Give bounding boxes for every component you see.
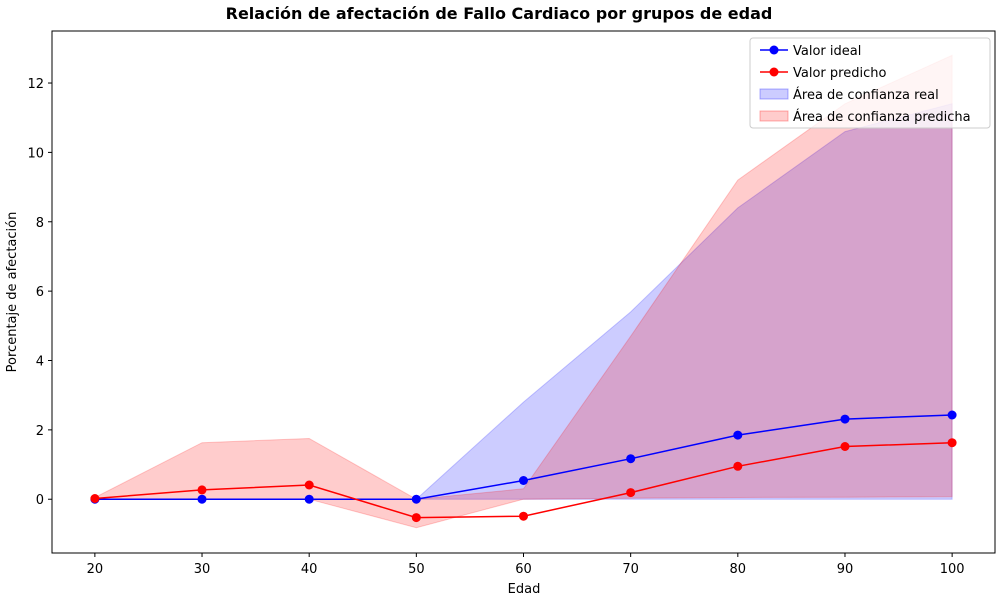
data-point-predicted <box>841 442 850 451</box>
data-point-predicted <box>519 512 528 521</box>
data-point-predicted <box>198 485 207 494</box>
data-point-ideal <box>841 415 850 424</box>
x-tick-label: 80 <box>730 562 747 577</box>
data-point-predicted <box>948 438 957 447</box>
data-point-ideal <box>519 476 528 485</box>
x-tick-label: 60 <box>515 562 532 577</box>
legend: Valor ideal Valor predicho Área de confian… <box>750 38 990 128</box>
y-tick-label: 6 <box>36 285 44 300</box>
data-point-predicted <box>412 513 421 522</box>
x-tick-label: 20 <box>87 562 104 577</box>
y-tick-label: 8 <box>36 216 44 231</box>
y-tick-label: 0 <box>36 493 44 508</box>
data-point-ideal <box>198 495 207 504</box>
legend-marker-ideal <box>770 46 779 55</box>
x-tick-label: 40 <box>301 562 318 577</box>
legend-label: Área de confianza real <box>793 87 939 103</box>
data-point-ideal <box>948 411 957 420</box>
x-tick-label: 100 <box>940 562 965 577</box>
x-tick-label: 90 <box>837 562 854 577</box>
data-point-ideal <box>626 454 635 463</box>
data-point-predicted <box>305 481 314 490</box>
x-axis-label: Edad <box>508 582 541 597</box>
data-point-predicted <box>626 488 635 497</box>
data-point-predicted <box>90 494 99 503</box>
legend-label: Valor ideal <box>793 44 861 59</box>
y-tick-label: 10 <box>27 146 44 161</box>
legend-marker-predicted <box>770 68 779 77</box>
legend-label: Área de confianza predicha <box>793 109 971 125</box>
legend-swatch-real <box>760 89 788 99</box>
x-tick-label: 50 <box>408 562 425 577</box>
data-point-ideal <box>412 495 421 504</box>
legend-label: Valor predicho <box>793 66 886 81</box>
legend-swatch-predicted <box>760 111 788 121</box>
data-point-ideal <box>305 495 314 504</box>
data-point-ideal <box>733 431 742 440</box>
data-point-predicted <box>733 462 742 471</box>
y-axis-label: Porcentaje de afectación <box>5 212 20 373</box>
chart-title: Relación de afectación de Fallo Cardiaco… <box>226 4 773 23</box>
y-tick-label: 12 <box>27 77 44 92</box>
x-tick-label: 30 <box>194 562 211 577</box>
x-tick-label: 70 <box>622 562 639 577</box>
y-tick-label: 2 <box>36 424 44 439</box>
y-tick-label: 4 <box>36 355 44 370</box>
